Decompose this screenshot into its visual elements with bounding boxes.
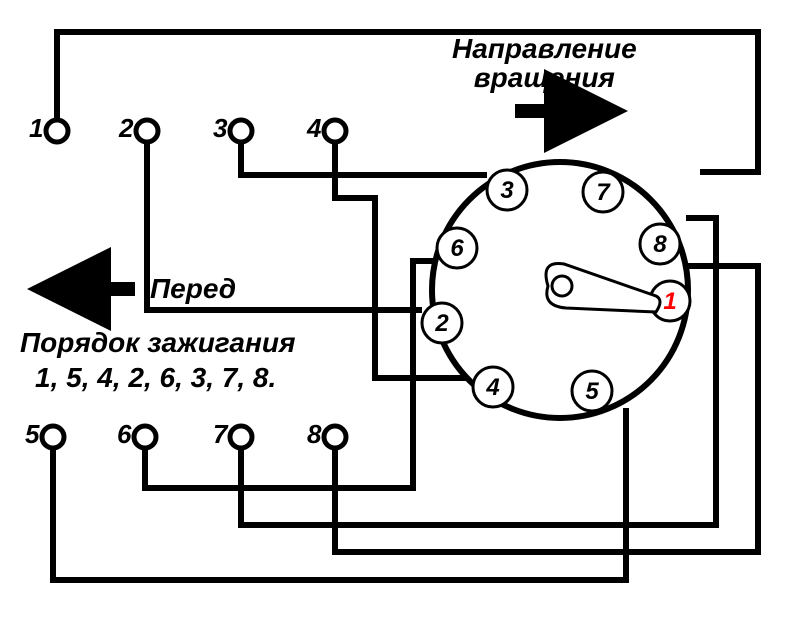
terminal-bottom-label-7: 7 <box>213 419 229 449</box>
distributor-post-label-2: 2 <box>434 310 449 337</box>
rotation-direction-text: Направлениевращения <box>452 33 637 93</box>
terminal-top-3 <box>230 120 252 142</box>
firing-order-title: Порядок зажигания <box>20 327 295 359</box>
terminal-top-label-4: 4 <box>306 113 322 143</box>
wire <box>57 32 758 172</box>
distributor-post-label-1: 1 <box>663 288 676 315</box>
rotation-direction-label: Направлениевращения <box>452 34 637 93</box>
diagram-svg: 1 2 3 4 5 6 7 8 3 7 6 8 2 1 4 5 <box>0 0 801 617</box>
terminal-top-label-2: 2 <box>118 113 134 143</box>
terminal-top-label-3: 3 <box>213 113 228 143</box>
terminal-bottom-6 <box>134 426 156 448</box>
terminal-bottom-7 <box>230 426 252 448</box>
distributor-post-label-5: 5 <box>585 378 599 405</box>
wire <box>241 142 487 175</box>
firing-order-title-text: Порядок зажигания <box>20 327 295 358</box>
front-label: Перед <box>150 273 236 305</box>
firing-order-sequence: 1, 5, 4, 2, 6, 3, 7, 8. <box>35 362 276 394</box>
firing-order-sequence-text: 1, 5, 4, 2, 6, 3, 7, 8. <box>35 362 276 393</box>
distributor-post-label-4: 4 <box>485 374 499 401</box>
terminal-top-4 <box>324 120 346 142</box>
distributor-post-label-8: 8 <box>653 231 667 258</box>
terminal-top-label-1: 1 <box>29 113 43 143</box>
terminal-bottom-8 <box>324 426 346 448</box>
terminal-bottom-label-5: 5 <box>25 419 40 449</box>
terminal-top-1 <box>46 120 68 142</box>
terminal-bottom-5 <box>42 426 64 448</box>
rotor-hub <box>552 276 572 296</box>
terminal-top-2 <box>136 120 158 142</box>
terminal-bottom-label-8: 8 <box>307 419 322 449</box>
terminal-bottom-label-6: 6 <box>117 419 132 449</box>
wiring-diagram: 1 2 3 4 5 6 7 8 3 7 6 8 2 1 4 5 Направлениевращения Пер… <box>0 0 801 617</box>
front-text: Перед <box>150 273 236 304</box>
distributor-post-label-6: 6 <box>450 235 464 262</box>
distributor-post-label-7: 7 <box>596 179 611 206</box>
distributor-post-label-3: 3 <box>500 177 514 204</box>
